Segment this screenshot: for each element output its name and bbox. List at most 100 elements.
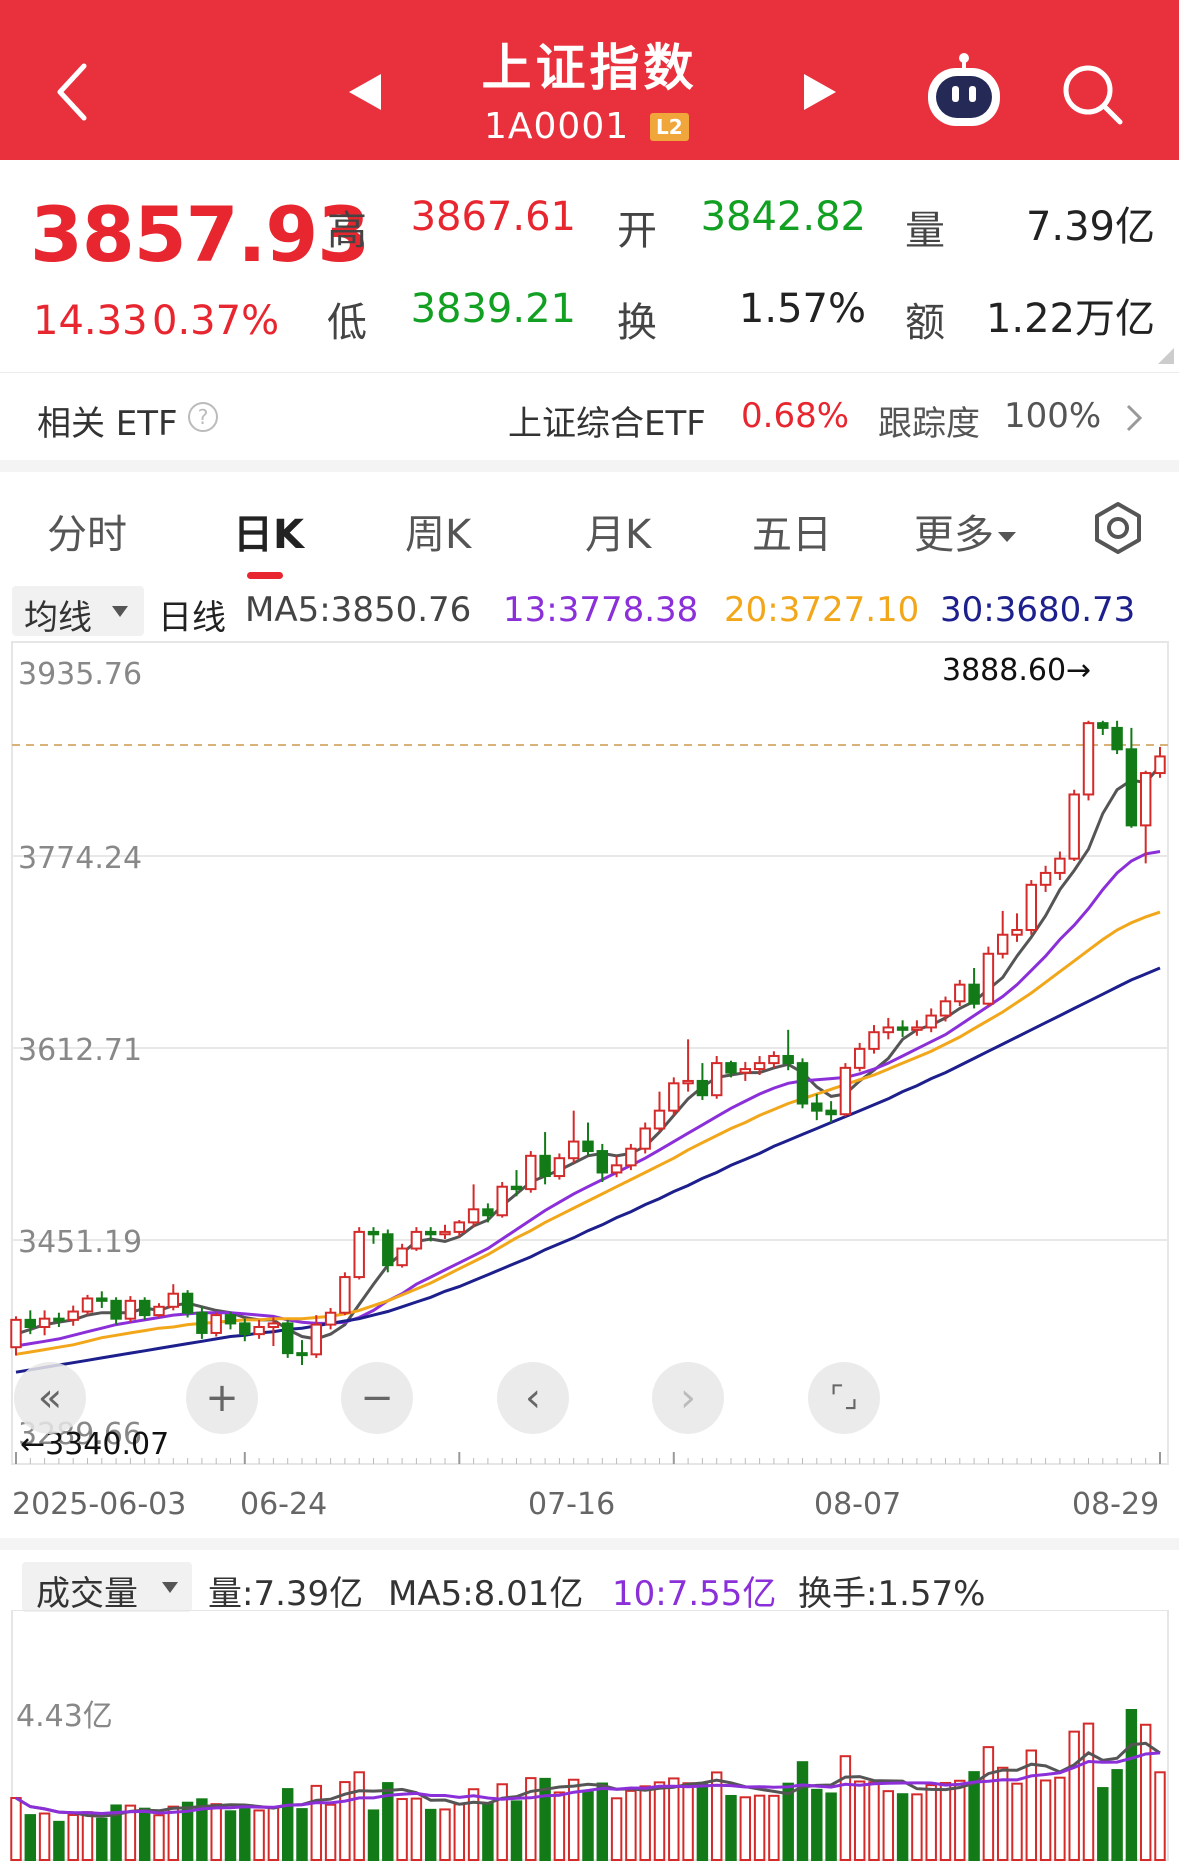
candle-body	[582, 1140, 594, 1153]
volume-bar	[110, 1804, 122, 1861]
volume-bar	[24, 1814, 37, 1861]
candle-body	[110, 1299, 122, 1320]
scroll-left-button[interactable]: ‹	[497, 1362, 569, 1434]
volume-bar	[224, 1810, 237, 1861]
candle-body	[181, 1292, 194, 1314]
volume-bar	[525, 1777, 537, 1861]
svg-text:?: ?	[198, 405, 209, 429]
candle-body	[24, 1318, 37, 1328]
etf-name: 上证综合ETF	[508, 404, 706, 444]
volume-bar	[353, 1771, 365, 1861]
volume-bar	[196, 1798, 208, 1861]
tab-weekly-k[interactable]: 周K	[405, 512, 472, 558]
amount-value: 1.22万亿	[985, 296, 1155, 342]
candle-body	[567, 1140, 580, 1160]
volume-bar	[753, 1794, 766, 1861]
settings-gear-icon[interactable]	[1090, 500, 1146, 556]
candle-body	[1068, 793, 1080, 860]
low-label: 低	[327, 300, 367, 346]
x-tick-label: 2025-06-03	[12, 1487, 186, 1520]
volume-bar	[124, 1804, 137, 1861]
tab-five-day[interactable]: 五日	[752, 512, 832, 558]
candle-body	[925, 1014, 937, 1029]
volume-bar	[682, 1782, 694, 1861]
tab-more[interactable]: 更多	[914, 502, 1018, 560]
ma-line-ma30	[15, 966, 1161, 1374]
volume-bar	[439, 1808, 451, 1861]
volume-ma5: MA5:8.01亿	[388, 1574, 584, 1614]
volume-bar	[639, 1785, 651, 1861]
scroll-right-button[interactable]: ›	[652, 1362, 724, 1434]
ma-line-ma13	[15, 850, 1161, 1348]
volume-bar	[882, 1790, 895, 1861]
candle-body	[968, 983, 980, 1005]
candle-body	[38, 1317, 51, 1328]
volume-bar	[725, 1794, 737, 1861]
fullscreen-button[interactable]: ⌜⌟	[808, 1362, 880, 1434]
etf-label: 相关 ETF	[37, 404, 178, 444]
tab-daily-k[interactable]: 日K	[233, 512, 304, 558]
candle-body	[410, 1230, 423, 1250]
volume-bar	[596, 1782, 609, 1861]
candle-body	[639, 1127, 651, 1150]
volume-chart[interactable]: 4.43亿	[0, 1610, 1179, 1861]
x-tick-label: 06-24	[240, 1487, 327, 1520]
volume-bar	[53, 1820, 65, 1861]
volume-bar	[453, 1803, 466, 1861]
tab-intraday[interactable]: 分时	[47, 512, 127, 558]
volume-bar	[1111, 1769, 1123, 1861]
page-title: 上证指数	[481, 39, 698, 97]
back-chevron-icon[interactable]	[52, 62, 92, 122]
candle-body	[782, 1054, 794, 1065]
volume-bar	[968, 1771, 980, 1861]
section-gap	[0, 460, 1179, 472]
search-icon[interactable]	[1060, 62, 1126, 128]
volume-bar	[668, 1777, 680, 1861]
help-icon[interactable]: ?	[186, 400, 220, 434]
candle-body	[1111, 726, 1123, 751]
tab-monthly-k[interactable]: 月K	[585, 512, 652, 558]
volume-bar	[482, 1803, 494, 1861]
ma30-value: 30:3680.73	[940, 590, 1136, 630]
chart-frame	[11, 641, 1169, 1465]
zoom-out-button[interactable]: −	[341, 1362, 413, 1434]
volume-bar	[1125, 1709, 1138, 1861]
open-label: 开	[617, 208, 657, 254]
volume-bar	[38, 1812, 51, 1861]
zoom-in-button[interactable]: +	[186, 1362, 258, 1434]
corner-fold-icon	[1158, 348, 1174, 364]
volume-bar	[610, 1797, 623, 1861]
ma-selector-label: 均线	[24, 598, 92, 638]
candlestick-chart[interactable]: 3935.763774.243612.713451.193289.663888.…	[0, 640, 1179, 1520]
price-change: 14.33	[33, 298, 148, 344]
volume-today: 量:7.39亿	[208, 1574, 364, 1614]
x-tick-label: 08-07	[814, 1487, 901, 1520]
volume-bar	[539, 1777, 551, 1861]
high-label: 高	[327, 208, 367, 254]
candle-body	[310, 1323, 323, 1356]
ma20-value: 20:3727.10	[724, 590, 920, 630]
y-tick-label: 3935.76	[18, 657, 142, 692]
candle-body	[839, 1066, 852, 1116]
candle-body	[453, 1221, 466, 1233]
volume-bar	[825, 1792, 837, 1861]
scroll-left-fast-button[interactable]: «	[14, 1362, 86, 1434]
prev-triangle-icon[interactable]	[345, 72, 385, 112]
level-badge: L2	[650, 113, 689, 141]
robot-icon[interactable]	[924, 52, 1004, 132]
volume-ma10: 10:7.55亿	[612, 1574, 777, 1614]
candle-body	[696, 1079, 709, 1097]
volume-bar	[896, 1793, 909, 1861]
candle-body	[296, 1352, 308, 1357]
candle-body	[1139, 772, 1152, 827]
candle-body	[982, 952, 995, 1005]
candle-body	[668, 1082, 680, 1112]
volume-bar	[1054, 1776, 1066, 1861]
volume-selector[interactable]	[22, 1562, 192, 1612]
next-triangle-icon[interactable]	[800, 72, 840, 112]
candle-body	[896, 1026, 909, 1031]
volume-bar	[582, 1791, 594, 1861]
candle-body	[939, 1000, 952, 1017]
volume-ma5-line	[15, 1741, 1161, 1818]
candle-body	[281, 1322, 294, 1355]
